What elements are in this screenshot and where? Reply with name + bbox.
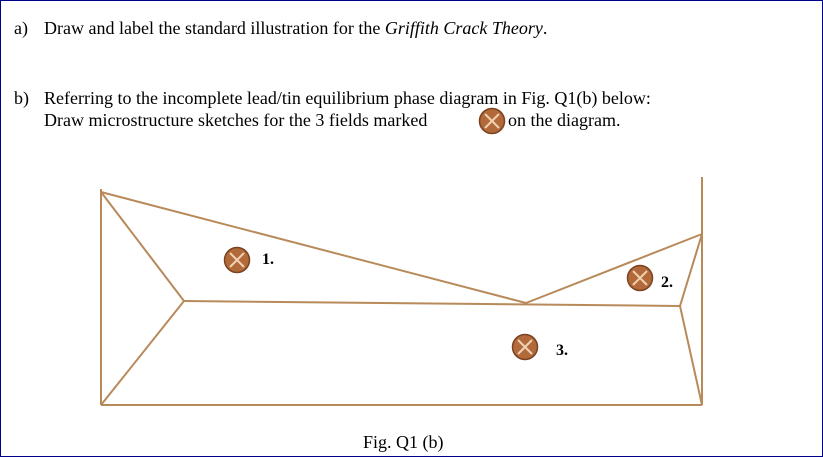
- marker-icon: [478, 107, 506, 135]
- figure-caption: Fig. Q1 (b): [363, 432, 444, 453]
- text: .: [543, 18, 548, 38]
- marker-label: 3.: [556, 342, 568, 359]
- question-text: Draw and label the standard illustration…: [44, 18, 547, 38]
- question-text: on the diagram.: [508, 110, 620, 130]
- liquidus-line: [100, 191, 703, 305]
- marker-icon: [511, 333, 539, 361]
- question-text: Draw microstructure sketches for the 3 f…: [44, 110, 427, 130]
- text: Draw and label the standard illustration…: [44, 18, 385, 38]
- eutectic-line: [183, 300, 681, 307]
- question-text: Referring to the incomplete lead/tin equ…: [44, 88, 651, 109]
- marker-label: 1.: [262, 251, 274, 268]
- question-label: a): [14, 18, 28, 39]
- question-label: b): [14, 88, 29, 109]
- marker-icon: [223, 246, 251, 274]
- phase-diagram: 1. 2. 3.: [100, 177, 703, 406]
- marker-icon: [626, 264, 654, 292]
- marker-label: 2.: [661, 274, 673, 291]
- emphasis: Griffith Crack Theory: [385, 18, 543, 38]
